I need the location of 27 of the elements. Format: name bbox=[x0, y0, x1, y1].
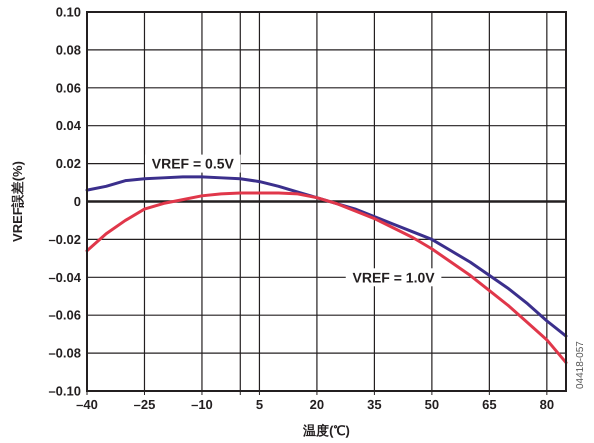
x-axis-title: 温度(℃) bbox=[302, 423, 350, 438]
x-tick-label: 5 bbox=[256, 397, 264, 412]
x-tick-label: 65 bbox=[482, 397, 497, 412]
y-tick-label: –0.04 bbox=[48, 270, 82, 285]
x-tick-label: 20 bbox=[310, 397, 324, 412]
y-tick-label: 0.04 bbox=[56, 118, 82, 134]
x-tick-label: 80 bbox=[540, 397, 554, 412]
x-tick-label: –10 bbox=[191, 397, 213, 412]
x-tick-label: –25 bbox=[134, 397, 156, 412]
y-tick-label: 0.02 bbox=[56, 156, 81, 172]
series-label: VREF = 0.5V bbox=[152, 156, 235, 172]
series-label: VREF = 1.0V bbox=[352, 269, 436, 286]
line-series bbox=[86, 175, 568, 338]
line-series bbox=[86, 191, 568, 364]
x-tick-label: –40 bbox=[76, 397, 98, 412]
y-tick-label: –0.02 bbox=[48, 232, 81, 247]
y-tick-label: –0.10 bbox=[48, 384, 81, 398]
x-tick-label: 50 bbox=[424, 397, 440, 412]
y-tick-label: –0.08 bbox=[48, 346, 81, 361]
y-tick-label: 0.06 bbox=[56, 80, 81, 96]
x-tick-label: 35 bbox=[367, 397, 382, 412]
y-tick-label: 0.10 bbox=[56, 4, 81, 20]
y-tick-label: 0 bbox=[74, 194, 81, 209]
text: 04418-057 bbox=[575, 340, 586, 389]
y-axis-title: VREF誤差(%) bbox=[10, 161, 25, 242]
y-tick-label: 0.08 bbox=[56, 42, 81, 58]
y-tick-label: –0.06 bbox=[48, 308, 81, 323]
